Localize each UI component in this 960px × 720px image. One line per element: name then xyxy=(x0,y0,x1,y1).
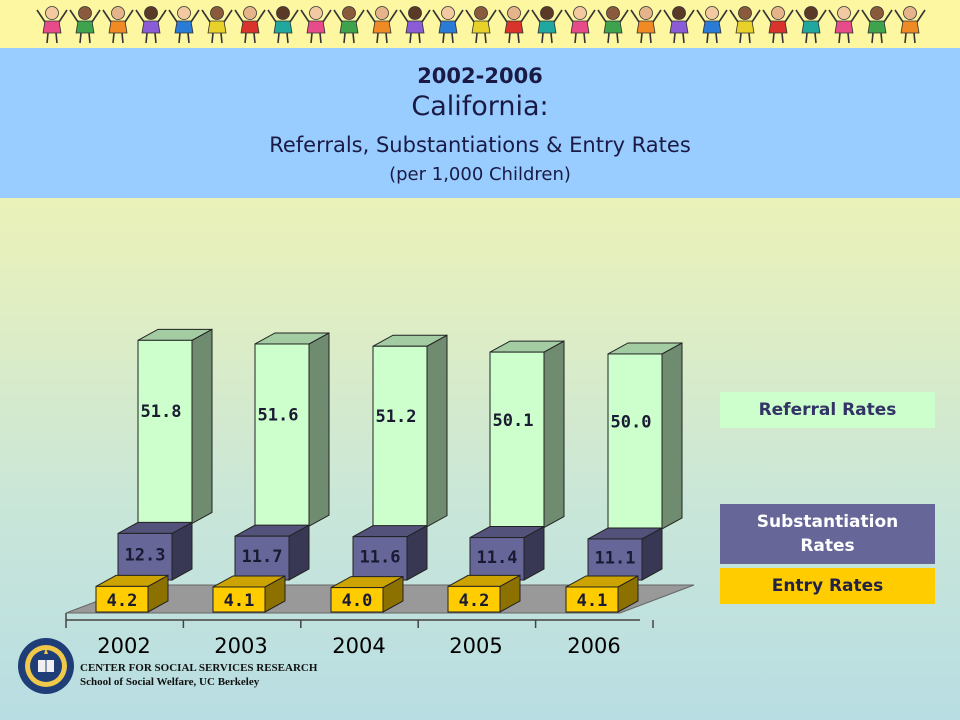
label-entry-2003: 4.1 xyxy=(224,591,255,611)
label-referral-2002: 51.8 xyxy=(141,402,182,422)
bar-entry-2006 xyxy=(565,586,619,613)
x-tick-label-2003: 2003 xyxy=(214,634,267,658)
child-figure-12 xyxy=(399,6,431,44)
child-figure-15 xyxy=(498,6,530,44)
legend-entry-rates: Entry Rates xyxy=(720,568,935,604)
bar-referral-2005-side xyxy=(543,340,565,529)
child-figure-3 xyxy=(102,6,134,44)
legend-referral-rates: Referral Rates xyxy=(720,392,935,428)
label-referral-2006: 50.0 xyxy=(611,412,652,432)
label-entry-2002: 4.2 xyxy=(107,591,138,611)
x-tick-label-2002: 2002 xyxy=(97,634,150,658)
child-figure-14 xyxy=(465,6,497,44)
child-figure-26 xyxy=(861,6,893,44)
footer-school-name: School of Social Welfare, UC Berkeley xyxy=(80,676,260,688)
title-years: 2002-2006 xyxy=(417,64,543,88)
child-figure-9 xyxy=(300,6,332,44)
child-figure-8 xyxy=(267,6,299,44)
label-referral-2005: 50.1 xyxy=(493,411,534,431)
child-figure-2 xyxy=(69,6,101,44)
footer-center-name: CENTER FOR SOCIAL SERVICES RESEARCH xyxy=(80,662,318,674)
bar-entry-2005 xyxy=(447,585,501,613)
label-substantiation-2002: 12.3 xyxy=(125,546,166,566)
child-figure-18 xyxy=(597,6,629,44)
title-unit: (per 1,000 Children) xyxy=(389,164,571,185)
label-substantiation-2003: 11.7 xyxy=(242,547,283,567)
label-entry-2005: 4.2 xyxy=(459,591,490,611)
bar-referral-2002-side xyxy=(191,328,213,525)
bar-referral-2004-side xyxy=(426,334,448,528)
child-figure-23 xyxy=(762,6,794,44)
child-figure-24 xyxy=(795,6,827,44)
x-tick-label-2004: 2004 xyxy=(332,634,385,658)
label-substantiation-2004: 11.6 xyxy=(360,547,401,567)
bar-referral-2005 xyxy=(489,351,545,529)
bar-substantiation-2006 xyxy=(587,538,643,581)
child-figure-25 xyxy=(828,6,860,44)
child-figure-22 xyxy=(729,6,761,44)
x-tick-label-2006: 2006 xyxy=(567,634,620,658)
label-entry-2006: 4.1 xyxy=(577,591,608,611)
uc-seal-logo xyxy=(18,638,74,694)
title-subtitle: Referrals, Substantiations & Entry Rates xyxy=(269,133,691,157)
bar-substantiation-2004 xyxy=(352,536,408,581)
child-figure-7 xyxy=(234,6,266,44)
title-state: California: xyxy=(411,91,549,122)
bar-entry-2002 xyxy=(95,585,149,613)
child-figure-4 xyxy=(135,6,167,44)
bar-referral-2004 xyxy=(372,345,428,528)
label-referral-2004: 51.2 xyxy=(376,407,417,427)
label-substantiation-2005: 11.4 xyxy=(477,548,518,568)
label-substantiation-2006: 11.1 xyxy=(595,548,636,568)
x-tick-label-2005: 2005 xyxy=(449,634,502,658)
label-referral-2003: 51.6 xyxy=(258,406,299,426)
bar-entry-2003 xyxy=(212,586,266,613)
decorative-children-banner xyxy=(0,0,960,48)
title-panel: 2002-2006 California: Referrals, Substan… xyxy=(0,48,960,198)
child-figure-21 xyxy=(696,6,728,44)
legend-substantiation-label: Substantiation Rates xyxy=(756,512,899,556)
child-figure-5 xyxy=(168,6,200,44)
child-figure-17 xyxy=(564,6,596,44)
bar-substantiation-2002 xyxy=(117,532,173,581)
label-entry-2004: 4.0 xyxy=(342,591,373,611)
child-figure-19 xyxy=(630,6,662,44)
bar-entry-2004 xyxy=(330,587,384,613)
child-figure-27 xyxy=(894,6,926,44)
child-figure-10 xyxy=(333,6,365,44)
bar-referral-2003 xyxy=(254,343,310,527)
bar-referral-2006 xyxy=(607,353,663,530)
child-figure-6 xyxy=(201,6,233,44)
bar-referral-2006-side xyxy=(661,342,683,530)
child-figure-11 xyxy=(366,6,398,44)
child-figure-1 xyxy=(36,6,68,44)
child-figure-20 xyxy=(663,6,695,44)
legend-substantiation-rates: Substantiation Rates xyxy=(720,504,935,564)
child-figure-13 xyxy=(432,6,464,44)
bar-substantiation-2005 xyxy=(469,537,525,581)
child-figure-16 xyxy=(531,6,563,44)
bar-referral-2003-side xyxy=(308,332,330,528)
bar-referral-2002 xyxy=(137,339,193,524)
